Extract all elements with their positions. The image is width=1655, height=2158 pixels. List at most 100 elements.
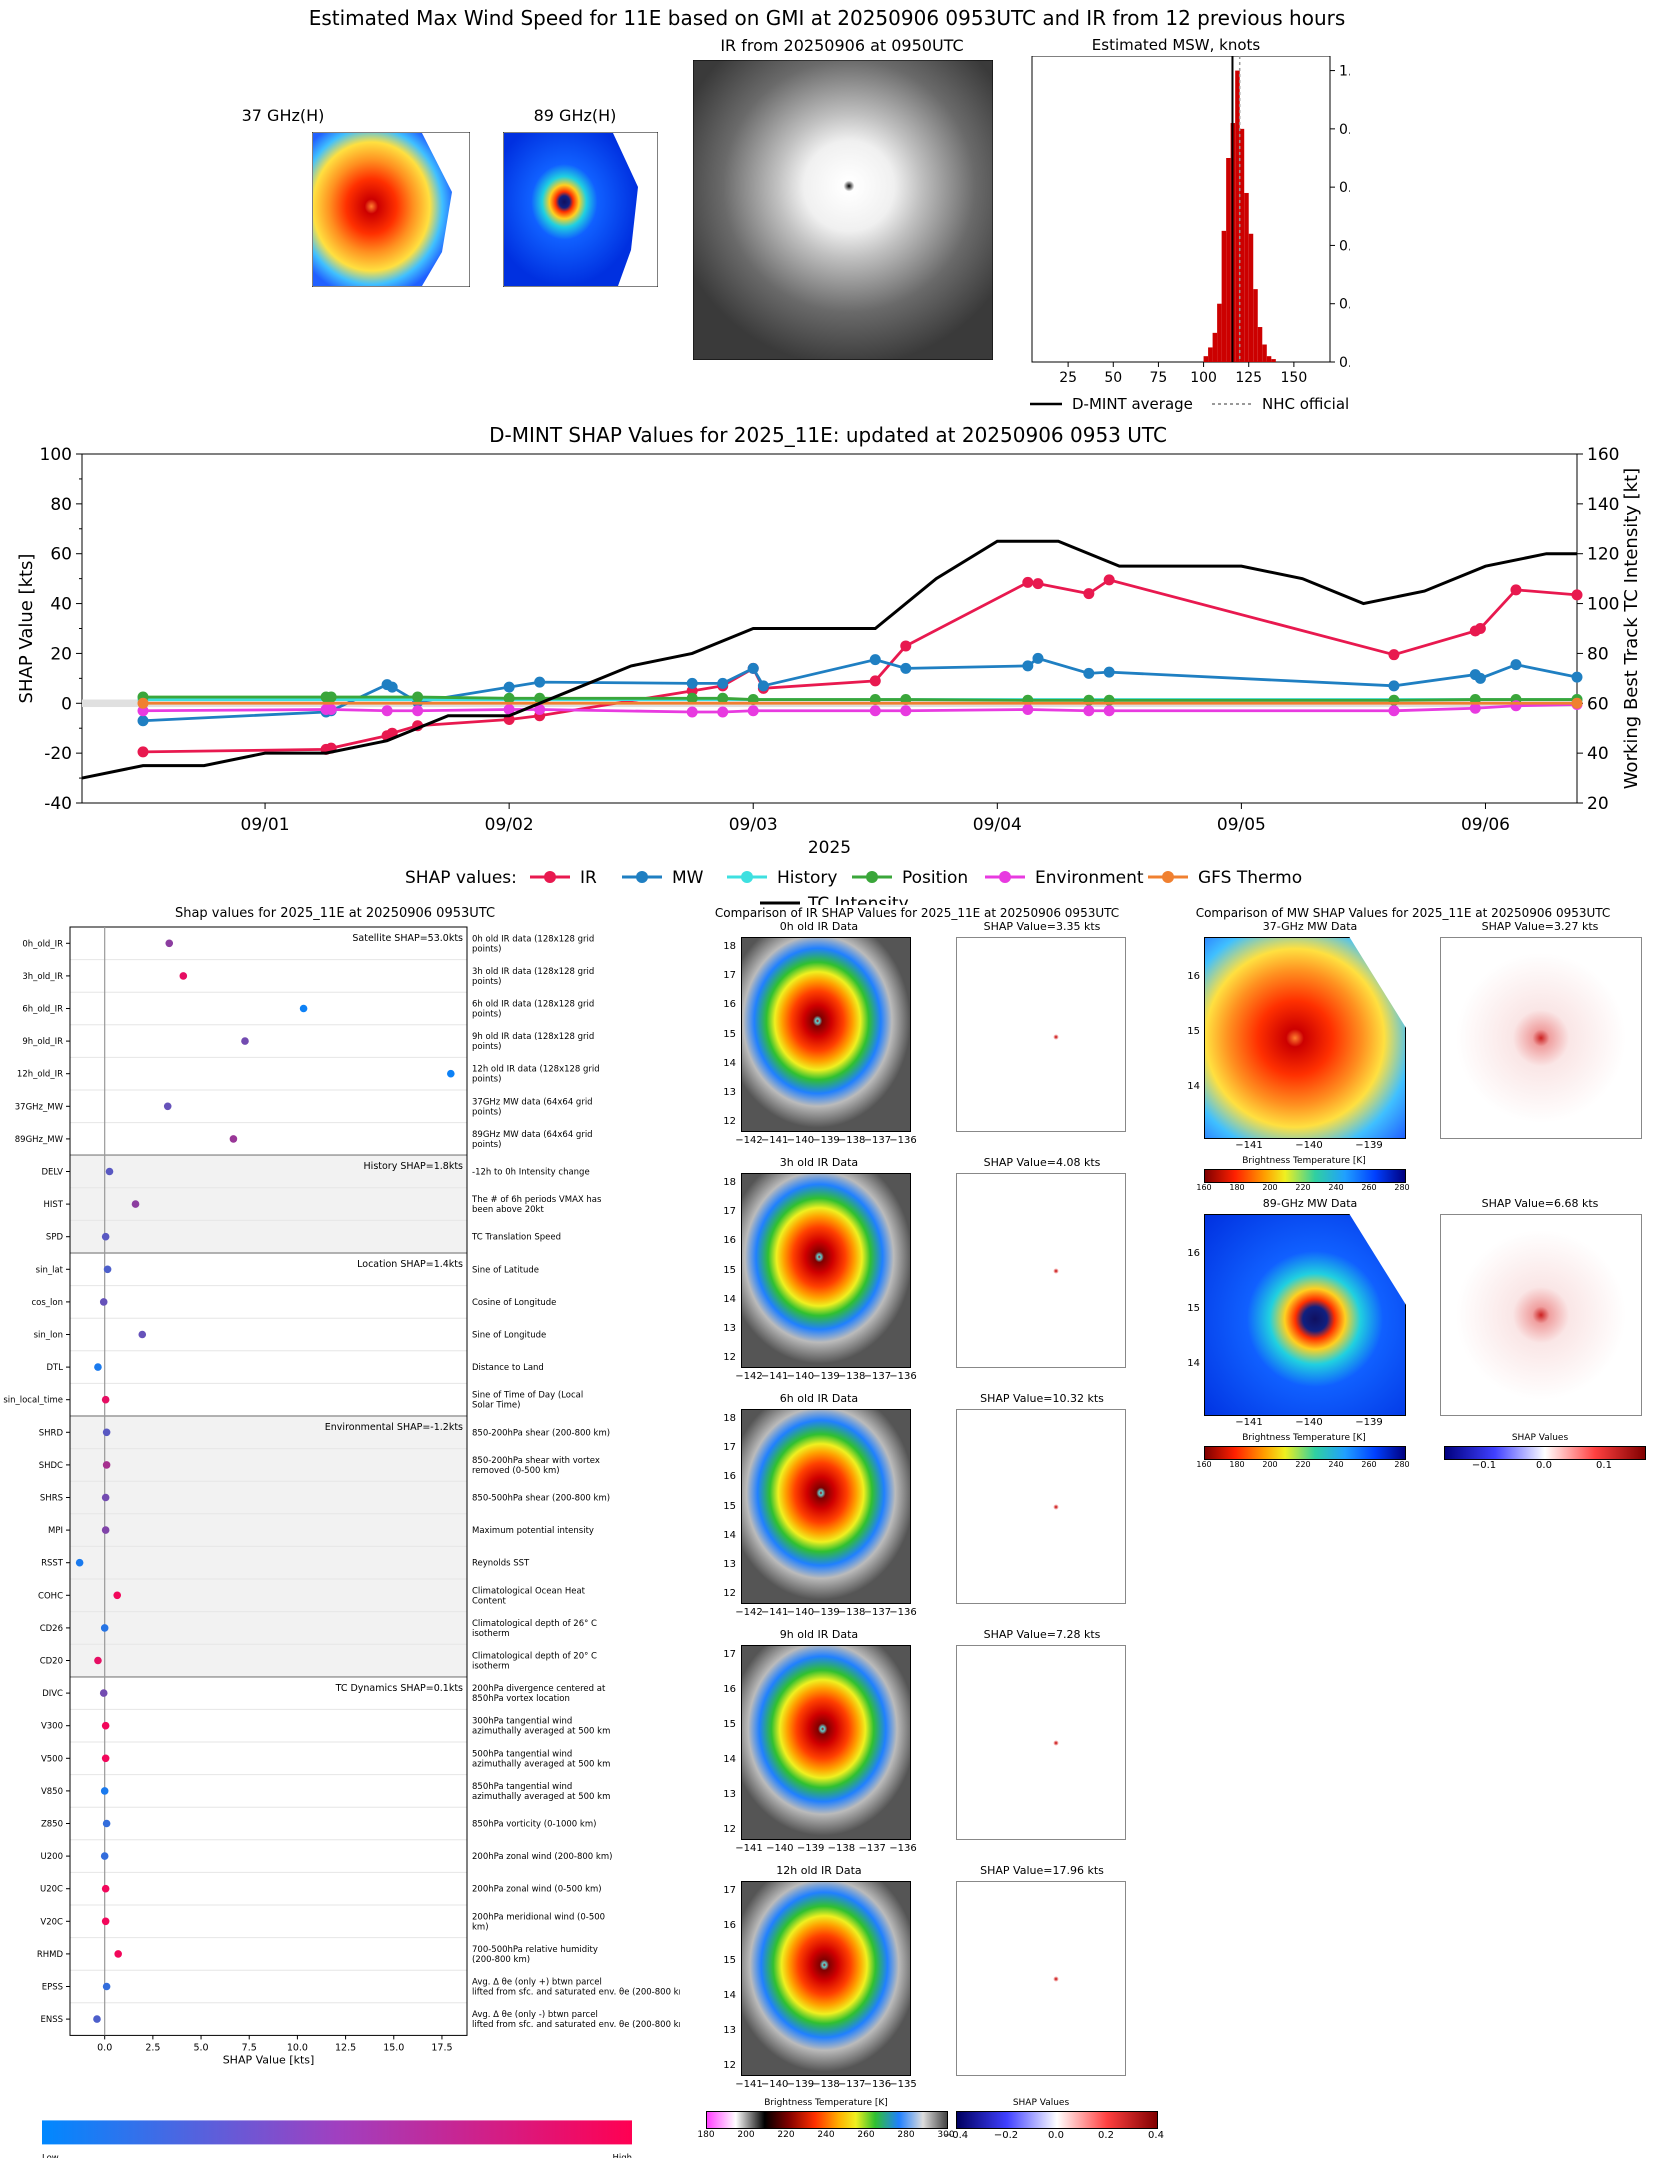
series-point-ir [1510, 584, 1522, 596]
mw-ytick-label: 14 [1187, 1081, 1200, 1092]
series-point-environment [1083, 705, 1095, 717]
mw-xtick-label: −141 [1235, 1417, 1263, 1428]
shap-feature-name: DELV [41, 1168, 63, 1178]
ir-xtick-label: −141 [760, 1607, 789, 1618]
shap-feature-name: sin_lat [36, 1265, 64, 1275]
hist-xtick-label: 150 [1281, 370, 1308, 386]
hist-bar [1253, 289, 1258, 362]
ir-bt-colorbar [706, 2111, 948, 2129]
legend-mean-label: D-MINT average [1072, 395, 1193, 413]
ir-xtick-label: −138 [827, 1843, 856, 1854]
ts-ytick-left-label: 100 [40, 445, 72, 465]
hist-ytick-label: 0.8 [1339, 122, 1350, 138]
shap-feature-name: V500 [41, 1754, 63, 1764]
legend-title: SHAP values: [405, 868, 517, 888]
shap-point [179, 972, 188, 980]
shap-feature-desc: 850-200hPa shear (200-800 km) [472, 1428, 610, 1438]
hist-bar [1217, 303, 1222, 362]
series-point-environment [412, 705, 424, 717]
series-point-environment [1022, 704, 1034, 716]
ir-xtick-label: −138 [837, 1607, 866, 1618]
ir-shap-wrap [956, 1409, 1126, 1604]
shap-feature-name: V20C [40, 1917, 63, 1927]
series-point-ir [1022, 576, 1034, 588]
mw-ytick-label: 16 [1187, 971, 1200, 982]
hist-title: Estimated MSW, knots [1091, 36, 1261, 54]
mw-xtick-label: −139 [1355, 1417, 1383, 1428]
mw-xtick-label: −140 [1295, 1417, 1323, 1428]
ir-ytick-label: 16 [723, 999, 736, 1011]
shap-feature-desc: 37GHz MW data (64x64 grid points) [472, 1097, 593, 1117]
mw-shap-value: SHAP Value=3.27 kts [1481, 920, 1599, 933]
ts-ytick-right-label: 140 [1587, 495, 1619, 515]
shap-feature-name: CD26 [40, 1624, 63, 1634]
series-point-ir [1474, 623, 1486, 634]
series-point-mw [137, 715, 149, 727]
hist-bar [1235, 70, 1240, 363]
shap-feature-desc: Sine of Latitude [472, 1265, 539, 1275]
shap-xtick-label: 15.0 [383, 2042, 404, 2053]
feature-value-colorbar [42, 2120, 632, 2145]
series-point-environment [503, 704, 515, 716]
ir-panel-label: 3h old IR Data [779, 1156, 859, 1169]
shap-feature-chart: Satellite SHAP=53.0kts History SHAP=1.8kt… [3, 926, 680, 2158]
shap-feature-name: 37GHz_MW [15, 1102, 64, 1112]
mw-shap-tick: −0.1 [1471, 1460, 1497, 1471]
ir-ytick-label: 18 [723, 1177, 736, 1188]
shap-feature-desc: 200hPa zonal wind (200-800 km) [472, 1852, 612, 1862]
ir-ytick-label: 17 [723, 970, 736, 982]
ir-ytick-label: 15 [723, 1264, 736, 1276]
ir-data-image [741, 937, 911, 1132]
series-point-mw [869, 654, 881, 666]
legend-marker [741, 871, 753, 883]
ir-data-image [741, 1173, 911, 1368]
ir-top-image [693, 60, 993, 360]
ir-bt-tick: 200 [737, 2130, 755, 2140]
ir-ytick-label: 18 [723, 1413, 736, 1424]
legend-label-tc-intensity: TC Intensity [807, 894, 909, 905]
series-point-position [686, 692, 698, 704]
series-point-mw [717, 677, 729, 689]
hist-ytick-label: 1.0 [1339, 64, 1350, 80]
mw-xtick-label: −140 [1295, 1140, 1323, 1151]
hist-bar [1262, 344, 1267, 362]
ir-shap-wrap [956, 1645, 1126, 1840]
ir-xtick-label: −141 [760, 1135, 789, 1146]
ir-xtick-label: −140 [766, 1843, 794, 1854]
series-point-ir [900, 640, 912, 652]
shap-feature-name: DIVC [42, 1689, 63, 1699]
shap-feature-name: Z850 [41, 1820, 63, 1830]
shap-feature-desc: The # of 6h periods VMAX has been above 2… [471, 1195, 602, 1215]
mw-bt-colorbar [1204, 1169, 1406, 1183]
legend-marker [1162, 871, 1174, 883]
ir-xtick-label: −142 [735, 1135, 763, 1146]
ir-ytick-label: 13 [723, 1789, 736, 1800]
series-line-tc-intensity [81, 539, 1577, 780]
shap-point [103, 1265, 112, 1274]
mw-data-image [1204, 1214, 1406, 1416]
ir-xtick-label: −136 [889, 1371, 917, 1382]
series-point-ir [1103, 574, 1115, 586]
mw-bt-tick: 220 [1295, 1183, 1311, 1192]
ir-ytick-label: 18 [723, 941, 736, 952]
ir-xtick-label: −142 [735, 1607, 763, 1618]
ir-ytick-label: 16 [723, 1235, 736, 1247]
mw-bt-tick: 260 [1361, 1460, 1377, 1469]
ir-xtick-label: −137 [863, 1135, 892, 1146]
mw-shap-tick: 0.0 [1536, 1460, 1552, 1471]
shap-point [229, 1135, 238, 1143]
ts-xtick-label: 09/05 [1217, 815, 1266, 835]
ir-bt-colorbar-label: Brightness Temperature [K] [764, 2098, 888, 2108]
hist-ytick-label: 0.0 [1339, 355, 1350, 371]
hist-ytick-label: 0.6 [1339, 180, 1350, 196]
mw-shap-map-image [1440, 937, 1642, 1139]
hist-xtick-label: 25 [1059, 370, 1077, 386]
series-point-environment [869, 705, 881, 717]
shap-feature-name: ENSS [40, 2015, 63, 2025]
shap-group-label: History SHAP=1.8kts [364, 1161, 464, 1172]
ir-xtick-label: −142 [735, 1371, 763, 1382]
hist-ytick-label: 0.2 [1339, 297, 1350, 313]
shap-point [102, 1819, 111, 1828]
shap-point [101, 1754, 110, 1763]
